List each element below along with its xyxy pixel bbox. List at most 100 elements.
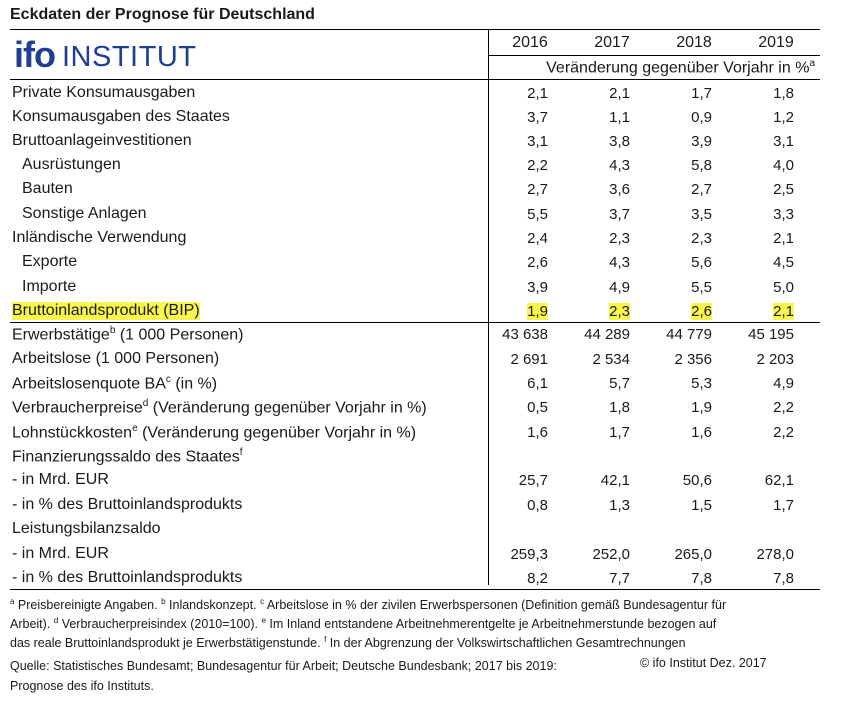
footnote-text: Inlandskonzept.: [165, 598, 261, 613]
value-2019: 2,2: [773, 399, 794, 416]
footnote-line-2: Arbeit). d Verbraucherpreisindex (2010=1…: [10, 616, 716, 631]
source-line-1: Quelle: Statistisches Bundesamt; Bundesa…: [10, 659, 557, 673]
value-2018: 1,9: [691, 399, 712, 416]
row-label-text: - in % des Bruttoinlandsprodukts: [12, 569, 243, 586]
copyright: © ifo Institut Dez. 2017: [640, 656, 767, 670]
row-label: Finanzierungssaldo des Staatesf: [12, 447, 242, 466]
value-2017: 1,3: [609, 497, 630, 514]
value-2016: 5,5: [527, 206, 548, 223]
value-2019: 2,1: [773, 230, 794, 247]
logo-institut-text: INSTITUT: [61, 41, 197, 73]
table-row: Inländische Verwendung 2,4 2,3 2,3 2,1: [0, 227, 850, 251]
row-label: - in Mrd. EUR: [12, 545, 109, 563]
row-label: Arbeitslosenquote BAc (in %): [12, 374, 217, 393]
footnote-text: das reale Bruttoinlandsprodukt je Erwerb…: [10, 636, 325, 651]
row-label: Bauten: [22, 180, 73, 198]
table-row: Leistungsbilanzsaldo: [0, 518, 850, 542]
value-2017: 3,6: [609, 181, 630, 198]
row-label-text: Ausrüstungen: [22, 156, 121, 173]
table-row: Private Konsumausgaben 2,1 2,1 1,7 1,8: [0, 82, 850, 106]
value-2018: 2,7: [691, 181, 712, 198]
value-2018: 5,5: [691, 279, 712, 296]
row-label-text: - in % des Bruttoinlandsprodukts: [12, 496, 243, 513]
value-2018: 1,7: [691, 85, 712, 102]
value-2019: 4,5: [773, 254, 794, 271]
row-label: Bruttoinlandsprodukt (BIP): [12, 302, 200, 320]
logo-ifo-text: ifo: [14, 34, 56, 75]
unit-note-sup: a: [809, 58, 815, 69]
row-label: Erwerbstätigeb (1 000 Personen): [12, 325, 243, 344]
source-line-2: Prognose des ifo Instituts.: [10, 679, 154, 693]
table-bottom-rule: [10, 589, 820, 590]
row-label: Sonstige Anlagen: [22, 205, 147, 223]
value-2017: 3,7: [609, 206, 630, 223]
value-2017: 4,9: [609, 279, 630, 296]
value-2017: 2,1: [609, 85, 630, 102]
footnote-marker: a: [10, 597, 15, 606]
row-label-footnote-marker: f: [239, 447, 243, 458]
value-2019: 1,7: [773, 497, 794, 514]
top-rule: [10, 29, 820, 30]
year-2016: 2016: [512, 34, 548, 51]
row-label-suffix: (1 000 Personen): [115, 326, 244, 344]
value-2016: 0,5: [527, 399, 548, 416]
value-2016: 3,7: [527, 109, 548, 126]
table-row: Sonstige Anlagen 5,5 3,7 3,5 3,3: [0, 203, 850, 227]
table-row: - in Mrd. EUR 25,7 42,1 50,6 62,1: [0, 469, 850, 493]
table-row: Konsumausgaben des Staates 3,7 1,1 0,9 1,2: [0, 106, 850, 130]
table-row: Arbeitslose (1 000 Personen) 2 691 2 534 2 …: [0, 348, 850, 372]
value-2017: 5,7: [609, 375, 630, 392]
row-label-text: Konsumausgaben des Staates: [12, 108, 230, 125]
footnote-marker: d: [53, 616, 59, 625]
value-2018: 2,3: [691, 230, 712, 247]
value-2017: 252,0: [592, 546, 630, 563]
row-label-text: Finanzierungssaldo des Staates: [12, 448, 240, 466]
value-2016: 3,9: [527, 279, 548, 296]
value-2017: 1,1: [609, 109, 630, 126]
row-label: - in Mrd. EUR: [12, 471, 109, 489]
value-2018: 2 356: [674, 351, 712, 368]
value-2019: 45 195: [748, 326, 794, 343]
table-row: - in Mrd. EUR 259,3 252,0 265,0 278,0: [0, 543, 850, 567]
row-label-footnote-marker: c: [165, 374, 171, 385]
value-2016: 259,3: [510, 546, 548, 563]
footnote-line-3: das reale Bruttoinlandsprodukt je Erwerb…: [10, 635, 686, 650]
row-label: Exporte: [22, 253, 77, 271]
value-2018: 3,9: [691, 133, 712, 150]
row-label-text: Bauten: [22, 180, 73, 197]
table-row: Importe 3,9 4,9 5,5 5,0: [0, 276, 850, 300]
row-label-text: Private Konsumausgaben: [12, 84, 196, 101]
row-label-footnote-marker: b: [109, 325, 116, 336]
row-label: Leistungsbilanzsaldo: [12, 520, 161, 538]
row-label-footnote-marker: d: [142, 398, 149, 409]
footnote-text: Im Inland entstandene Arbeitnehmerentgel…: [265, 617, 717, 632]
page-title: Eckdaten der Prognose für Deutschland: [10, 6, 315, 23]
unit-note: Veränderung gegenüber Vorjahr in %a: [489, 58, 815, 77]
row-label-text: Lohnstückkosten: [12, 424, 133, 442]
value-2017: 2,3: [570, 303, 630, 320]
value-2018: 5,3: [691, 375, 712, 392]
table-row: Erwerbstätigeb (1 000 Personen) 43 638 44 …: [0, 323, 850, 347]
row-label: - in % des Bruttoinlandsprodukts: [12, 496, 242, 514]
table-row: Verbraucherpreised (Veränderung gegenübe…: [0, 396, 850, 420]
table-row: Exporte 2,6 4,3 5,6 4,5: [0, 251, 850, 275]
year-header: 2016 2017 2018 2019: [489, 34, 820, 54]
table-row: Lohnstückkostene (Veränderung gegenüber …: [0, 421, 850, 445]
row-label-footnote-marker: e: [132, 423, 138, 434]
footnote-marker: f: [324, 635, 327, 644]
highlight: 1,9: [527, 303, 548, 320]
highlight: 2,6: [691, 303, 712, 320]
row-label-text: - in Mrd. EUR: [12, 545, 109, 562]
footnote-marker: b: [161, 597, 166, 606]
value-2017: 44 289: [584, 326, 630, 343]
row-label-text: Sonstige Anlagen: [22, 205, 147, 222]
row-label: Ausrüstungen: [22, 156, 121, 174]
value-2019: 3,3: [773, 206, 794, 223]
row-label: Lohnstückkostene (Veränderung gegenüber …: [12, 423, 416, 442]
value-2018: 265,0: [674, 546, 712, 563]
table-row: - in % des Bruttoinlandsprodukts 8,2 7,7 7,…: [0, 567, 850, 591]
value-2017: 1,8: [609, 399, 630, 416]
value-2016: 6,1: [527, 375, 548, 392]
value-2016: 2 691: [510, 351, 548, 368]
unit-note-text: Veränderung gegenüber Vorjahr in %: [546, 59, 810, 77]
